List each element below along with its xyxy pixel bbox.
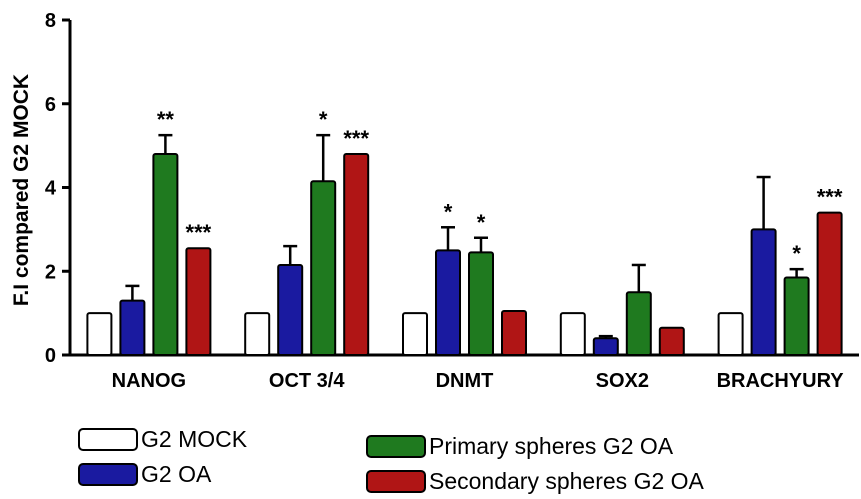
significance-label: * xyxy=(477,210,486,235)
significance-label: ** xyxy=(157,107,175,132)
bar xyxy=(816,211,843,356)
legend-item-g2-mock: G2 MOCK xyxy=(78,426,247,453)
x-category-label: OCT 3/4 xyxy=(269,370,345,392)
legend-label: G2 OA xyxy=(141,461,212,487)
bar xyxy=(435,249,461,356)
bar xyxy=(783,276,810,356)
legend-swatch xyxy=(366,435,426,458)
bar xyxy=(310,180,337,356)
x-category-label: DNMT xyxy=(436,370,494,392)
x-category-label: NANOG xyxy=(112,370,186,392)
bar xyxy=(119,299,146,356)
bar xyxy=(86,312,113,356)
y-axis-label: F.I compared G2 MOCK xyxy=(10,74,33,306)
bar xyxy=(501,310,527,356)
bar xyxy=(152,153,179,356)
bar xyxy=(559,312,586,356)
y-tick-label: 2 xyxy=(45,261,56,283)
significance-label: *** xyxy=(817,185,843,210)
bar xyxy=(343,153,370,356)
significance-label: *** xyxy=(186,220,212,245)
bar xyxy=(658,326,685,356)
y-tick-label: 8 xyxy=(45,10,56,32)
significance-label: * xyxy=(444,199,453,224)
bar xyxy=(277,263,304,356)
significance-label: * xyxy=(792,241,801,266)
bar xyxy=(625,291,652,356)
significance-label: * xyxy=(319,107,328,132)
bar xyxy=(185,247,212,356)
bars: ********** ***** xyxy=(86,107,843,356)
legend-label: Primary spheres G2 OA xyxy=(429,433,674,459)
x-category-label: SOX2 xyxy=(596,370,649,392)
legend-swatch xyxy=(366,470,426,493)
legend-swatch xyxy=(78,428,138,451)
legend-item-primary-spheres: Primary spheres G2 OA xyxy=(366,433,673,460)
legend-swatch xyxy=(78,463,138,486)
x-category-label: BRACHYURY xyxy=(717,370,845,392)
legend-item-g2-oa: G2 OA xyxy=(78,461,211,488)
bar xyxy=(717,312,744,356)
bar xyxy=(402,312,428,356)
legend-item-secondary-spheres: Secondary spheres G2 OA xyxy=(366,468,704,495)
significance-label: *** xyxy=(343,126,369,151)
y-tick-label: 6 xyxy=(45,94,56,116)
bar xyxy=(592,337,619,356)
legend-label: G2 MOCK xyxy=(141,426,248,452)
y-tick-label: 0 xyxy=(45,345,56,367)
bar xyxy=(750,228,777,356)
y-tick-label: 4 xyxy=(45,178,57,200)
legend-label: Secondary spheres G2 OA xyxy=(429,468,704,494)
bar xyxy=(244,312,271,356)
bar xyxy=(468,251,494,356)
